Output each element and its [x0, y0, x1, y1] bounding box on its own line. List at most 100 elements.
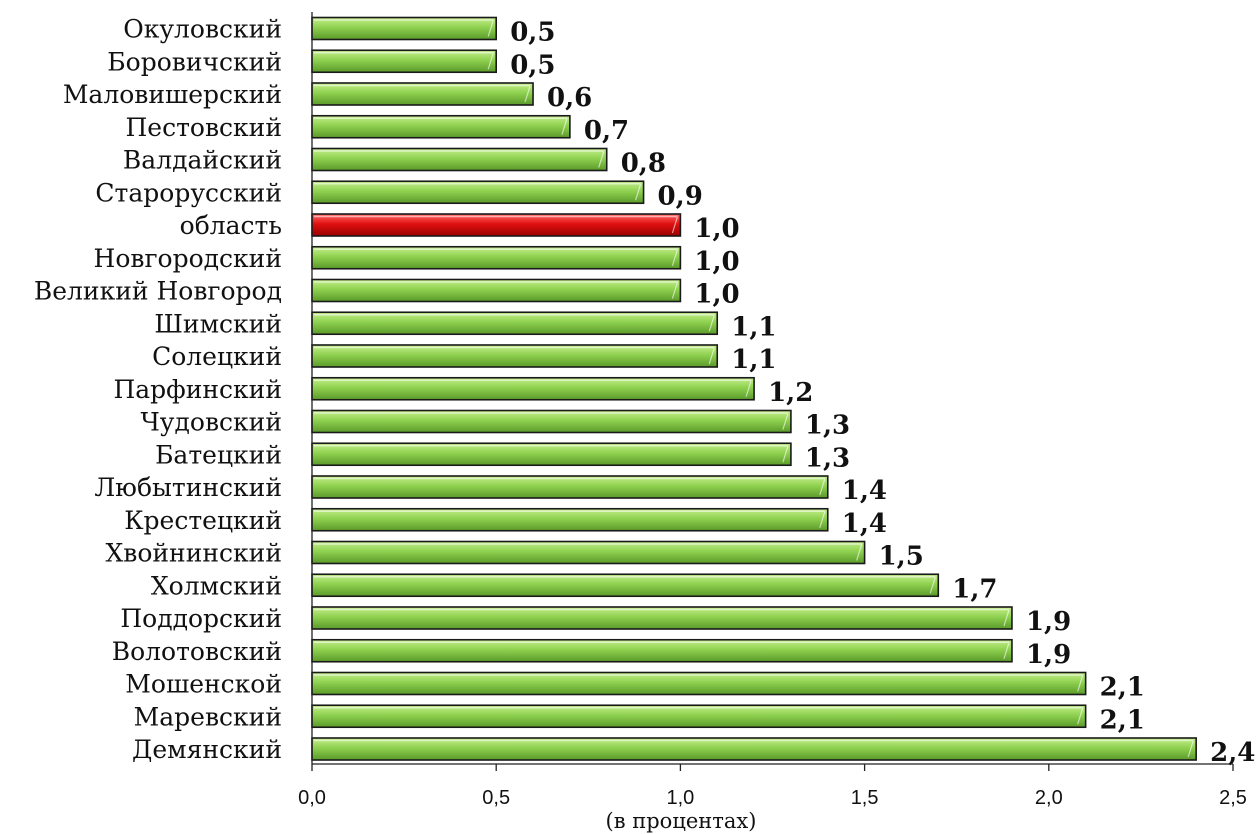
bar-bevel — [487, 20, 494, 37]
category-label: Волотовский — [112, 637, 282, 666]
value-label: 1,2 — [768, 378, 813, 408]
category-label: Пестовский — [125, 113, 282, 142]
bar — [311, 147, 608, 172]
x-tick-label: 2,5 — [1219, 787, 1247, 809]
category-label: Шимский — [154, 309, 282, 338]
value-label: 1,4 — [842, 509, 887, 539]
category-label: Хвойнинский — [105, 539, 282, 568]
bar-bevel — [671, 249, 678, 266]
bar — [311, 704, 1087, 729]
x-tick-label: 0,5 — [482, 787, 510, 809]
value-label: 0,6 — [547, 83, 592, 113]
value-label: 2,1 — [1100, 705, 1145, 735]
bar-bevel — [708, 315, 715, 332]
x-tick-label: 0,0 — [298, 787, 326, 809]
category-label: Парфинский — [113, 375, 282, 404]
category-label: Батецкий — [155, 440, 282, 469]
bar-bevel — [708, 347, 715, 365]
category-label: Старорусский — [95, 178, 282, 207]
category-label: Окуловский — [123, 15, 282, 44]
bar — [311, 540, 866, 565]
category-label: область — [180, 211, 282, 240]
value-label: 1,0 — [694, 214, 739, 244]
value-label: 2,1 — [1100, 673, 1145, 703]
bar-bevel — [856, 544, 863, 561]
value-label: 0,5 — [510, 50, 555, 80]
bar — [311, 638, 1013, 663]
bar-bevel — [819, 478, 826, 496]
bar — [311, 737, 1197, 761]
x-tick-label: 2,0 — [1035, 787, 1063, 809]
value-label: 1,5 — [879, 542, 924, 572]
bar-bevel — [524, 85, 531, 103]
value-label: 0,5 — [510, 18, 555, 48]
bars-layer: Окуловский 0,5 Боровичский 0,5 Маловишерский… — [34, 15, 1256, 769]
bar — [311, 344, 719, 368]
bar — [311, 409, 792, 434]
category-label: Чудовский — [140, 408, 282, 437]
x-tick-label: 1,5 — [851, 787, 879, 809]
bar-bevel — [1003, 609, 1010, 627]
value-label: 1,1 — [731, 312, 776, 342]
value-label: 0,7 — [584, 116, 629, 146]
bar-bevel — [782, 413, 789, 430]
value-label: 1,4 — [842, 476, 887, 506]
bar-bevel — [782, 446, 789, 463]
bar-bevel — [671, 282, 678, 299]
bar — [311, 16, 497, 41]
bar — [311, 376, 755, 401]
category-label: Крестецкий — [124, 506, 282, 535]
bar-bevel — [671, 216, 678, 234]
category-label: Холмский — [151, 571, 282, 600]
category-label: Поддорский — [120, 604, 282, 633]
bar — [311, 114, 571, 139]
value-label: 1,3 — [805, 443, 850, 473]
bar-bevel — [598, 151, 605, 168]
value-label: 0,8 — [621, 149, 666, 179]
bar-bevel — [745, 380, 752, 397]
x-axis-title: (в процентах) — [606, 809, 757, 833]
category-label: Великий Новгород — [34, 277, 282, 306]
bar-bevel — [929, 577, 936, 594]
bar — [311, 573, 940, 598]
category-label: Маревский — [134, 702, 282, 731]
category-label: Мошенской — [125, 670, 282, 699]
value-label: 1,0 — [694, 280, 739, 310]
bar-highlight — [311, 213, 682, 237]
x-axis: 0,0 0,5 1,0 1,5 2,0 2,5 — [298, 12, 1247, 809]
bar — [311, 311, 719, 336]
bar — [311, 49, 497, 74]
category-label: Боровичский — [107, 47, 282, 76]
x-tick-label: 1,0 — [666, 787, 694, 809]
value-label: 0,9 — [658, 181, 703, 211]
value-label: 1,0 — [694, 247, 739, 277]
category-label: Маловишерский — [63, 80, 282, 109]
value-label: 2,4 — [1210, 738, 1255, 768]
value-label: 1,3 — [805, 411, 850, 441]
bar-bevel — [1077, 675, 1084, 692]
value-label: 1,9 — [1026, 640, 1071, 670]
bar-bevel — [1077, 708, 1084, 725]
bar — [311, 442, 792, 467]
bar-bevel — [561, 118, 568, 135]
bar-bevel — [1003, 642, 1010, 659]
bar — [311, 606, 1013, 630]
category-label: Валдайский — [123, 146, 282, 175]
bar — [311, 278, 682, 303]
bar-bevel — [1187, 740, 1194, 758]
category-label: Новгородский — [94, 244, 282, 273]
value-label: 1,9 — [1026, 607, 1071, 637]
bar — [311, 507, 829, 532]
category-label: Любытинский — [94, 473, 282, 502]
category-label: Солецкий — [152, 342, 282, 371]
value-label: 1,7 — [952, 574, 997, 604]
bar-bevel — [487, 53, 494, 70]
bar — [311, 245, 682, 270]
category-label: Демянский — [132, 735, 282, 764]
value-label: 1,1 — [731, 345, 776, 375]
bar — [311, 475, 829, 499]
bar — [311, 180, 645, 205]
bar — [311, 82, 534, 106]
bar — [311, 671, 1087, 696]
